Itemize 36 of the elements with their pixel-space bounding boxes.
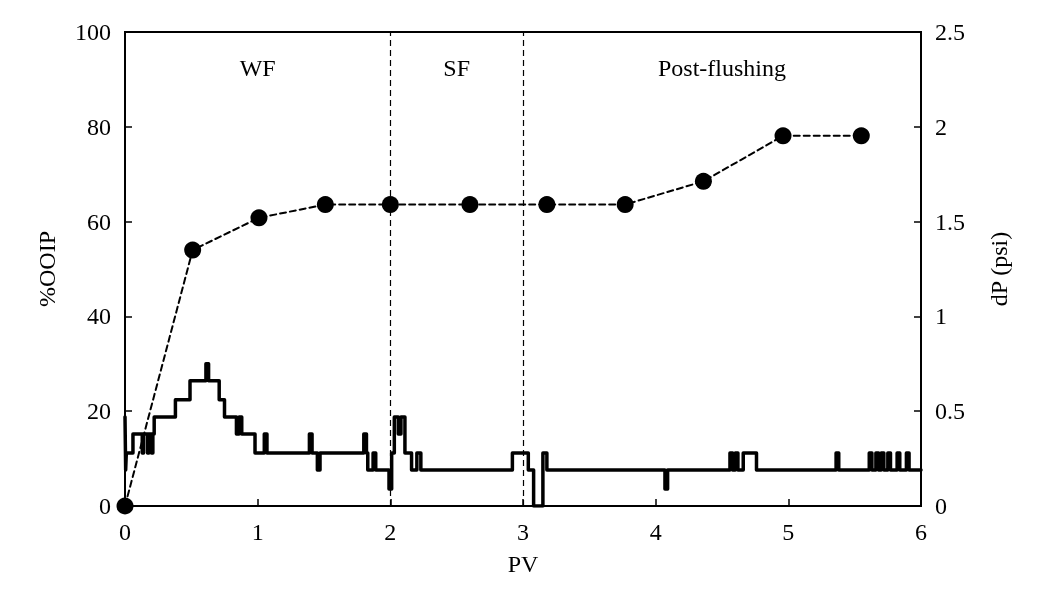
y-tick-label: 80 — [87, 113, 111, 140]
x-axis-title: PV — [507, 551, 539, 577]
annotation: SF — [443, 54, 471, 81]
annotation: WF — [239, 54, 276, 81]
y-tick-label: 20 — [87, 398, 111, 425]
y2-tick-label: 2 — [935, 113, 947, 140]
point — [852, 127, 870, 145]
x-tick-label: 3 — [517, 519, 529, 545]
annotation: Post-flushing — [657, 54, 787, 81]
y2-tick-label: 1.5 — [935, 208, 965, 235]
point — [250, 209, 268, 227]
x-tick-label: 0 — [119, 519, 131, 545]
point — [774, 127, 792, 145]
point — [616, 196, 634, 214]
point — [381, 196, 399, 214]
point — [184, 241, 202, 259]
point — [538, 196, 556, 214]
point — [694, 172, 712, 190]
y2-tick-label: 1 — [935, 303, 947, 330]
y-axis-title: %OOIP — [34, 231, 60, 307]
point — [461, 196, 479, 214]
y-tick-label: 40 — [87, 303, 111, 330]
y2-tick-label: 0.5 — [935, 398, 965, 425]
y2-axis-title: dP (psi) — [986, 231, 1012, 307]
x-tick-label: 4 — [649, 519, 662, 545]
y2-tick-label: 2.5 — [935, 19, 965, 45]
x-tick-label: 6 — [915, 519, 927, 545]
y-tick-label: 60 — [87, 208, 111, 235]
y2-tick-label: 0 — [935, 493, 947, 519]
x-tick-label: 2 — [384, 519, 397, 545]
point — [116, 497, 134, 515]
point — [316, 196, 334, 214]
y-tick-label: 100 — [75, 19, 111, 45]
y-tick-label: 0 — [99, 493, 111, 519]
x-tick-label: 5 — [782, 519, 795, 545]
x-tick-label: 1 — [251, 519, 264, 545]
